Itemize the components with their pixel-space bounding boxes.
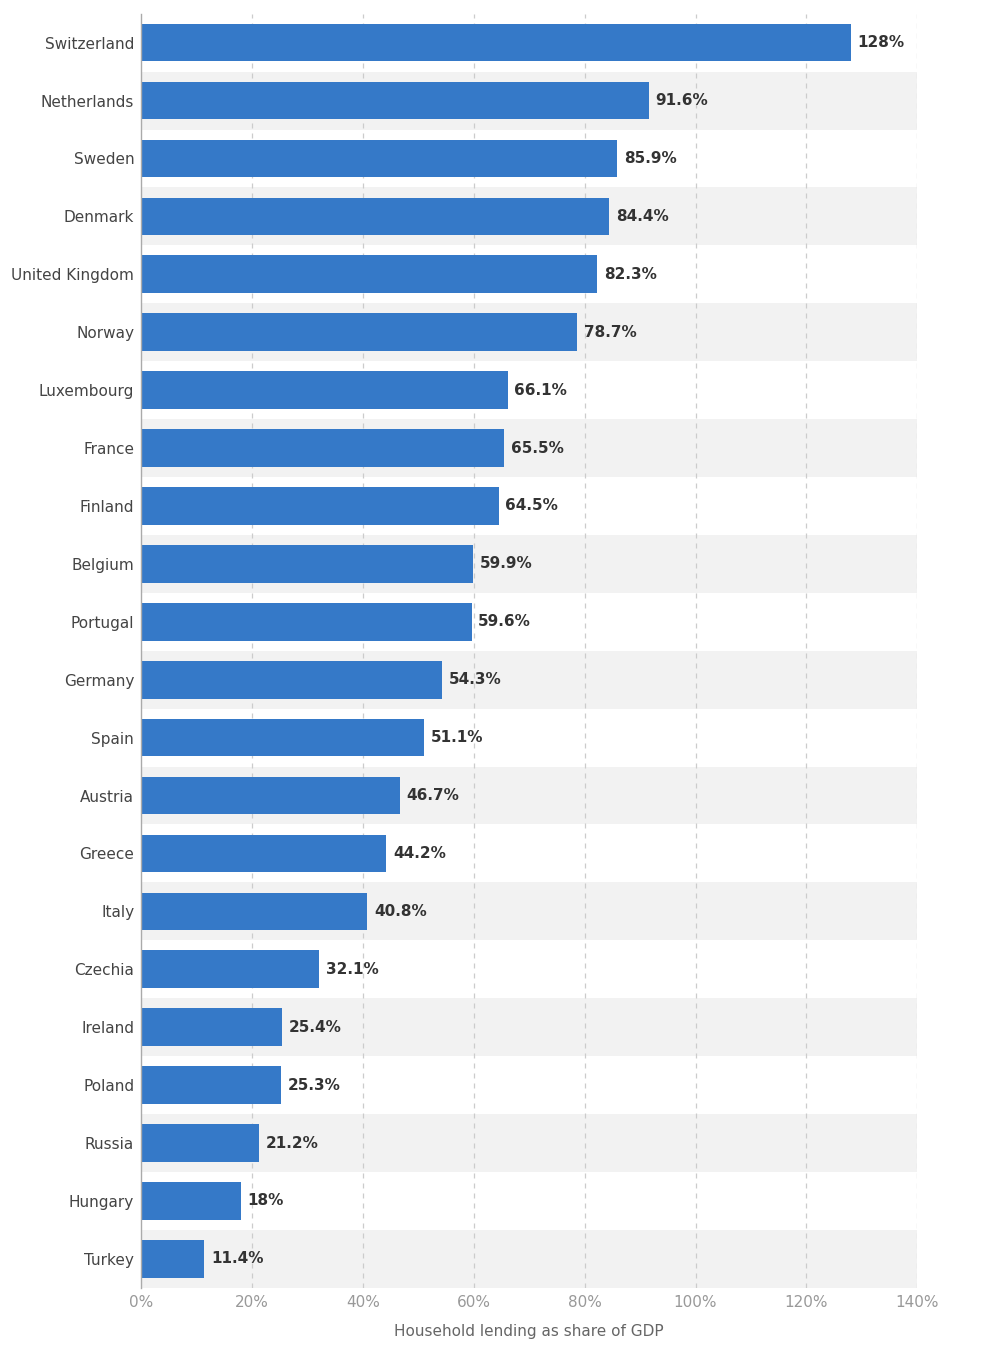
Bar [141, 255, 598, 293]
Bar [141, 999, 917, 1056]
Bar [141, 834, 386, 873]
Bar [141, 429, 504, 467]
Text: 46.7%: 46.7% [406, 788, 460, 803]
Text: 44.2%: 44.2% [393, 845, 446, 860]
Text: 25.4%: 25.4% [288, 1019, 342, 1034]
Bar [141, 708, 917, 767]
Text: 40.8%: 40.8% [374, 904, 426, 919]
Bar [141, 940, 917, 999]
Text: 32.1%: 32.1% [326, 962, 378, 977]
Bar [141, 545, 473, 582]
Bar [141, 1240, 205, 1278]
Bar [141, 419, 917, 477]
Bar [141, 719, 424, 756]
Bar [141, 188, 917, 245]
Bar [141, 1125, 259, 1162]
Text: 21.2%: 21.2% [265, 1136, 319, 1151]
Text: 78.7%: 78.7% [584, 325, 637, 340]
Bar [141, 892, 367, 930]
Bar [141, 314, 578, 351]
Bar [141, 303, 917, 362]
Bar [141, 140, 617, 177]
Bar [141, 534, 917, 593]
Bar [141, 82, 649, 119]
Bar [141, 603, 472, 641]
Bar [141, 362, 917, 419]
Text: 59.6%: 59.6% [478, 614, 531, 629]
Text: 54.3%: 54.3% [449, 673, 502, 688]
X-axis label: Household lending as share of GDP: Household lending as share of GDP [394, 1323, 664, 1338]
Bar [141, 197, 609, 236]
Bar [141, 477, 917, 534]
Text: 66.1%: 66.1% [514, 382, 568, 397]
Bar [141, 1182, 241, 1219]
Bar [141, 130, 917, 188]
Text: 51.1%: 51.1% [431, 730, 484, 745]
Bar [141, 23, 851, 62]
Bar [141, 767, 917, 825]
Text: 91.6%: 91.6% [655, 93, 709, 108]
Bar [141, 1008, 282, 1047]
Text: 82.3%: 82.3% [604, 267, 657, 282]
Bar [141, 245, 917, 303]
Bar [141, 825, 917, 882]
Bar [141, 882, 917, 940]
Bar [141, 651, 917, 708]
Text: 85.9%: 85.9% [624, 151, 676, 166]
Bar [141, 1066, 281, 1104]
Text: 84.4%: 84.4% [616, 208, 668, 223]
Text: 59.9%: 59.9% [480, 556, 532, 571]
Text: 65.5%: 65.5% [511, 441, 563, 456]
Bar [141, 593, 917, 651]
Bar [141, 1114, 917, 1171]
Text: 18%: 18% [248, 1193, 284, 1208]
Bar [141, 777, 400, 814]
Bar [141, 488, 499, 525]
Bar [141, 71, 917, 130]
Bar [141, 371, 508, 410]
Text: 11.4%: 11.4% [211, 1251, 263, 1266]
Bar [141, 1230, 917, 1288]
Bar [141, 951, 320, 988]
Text: 25.3%: 25.3% [288, 1078, 341, 1093]
Bar [141, 660, 443, 699]
Text: 128%: 128% [858, 36, 904, 51]
Bar [141, 14, 917, 71]
Bar [141, 1056, 917, 1114]
Text: 64.5%: 64.5% [505, 499, 558, 514]
Bar [141, 1171, 917, 1230]
